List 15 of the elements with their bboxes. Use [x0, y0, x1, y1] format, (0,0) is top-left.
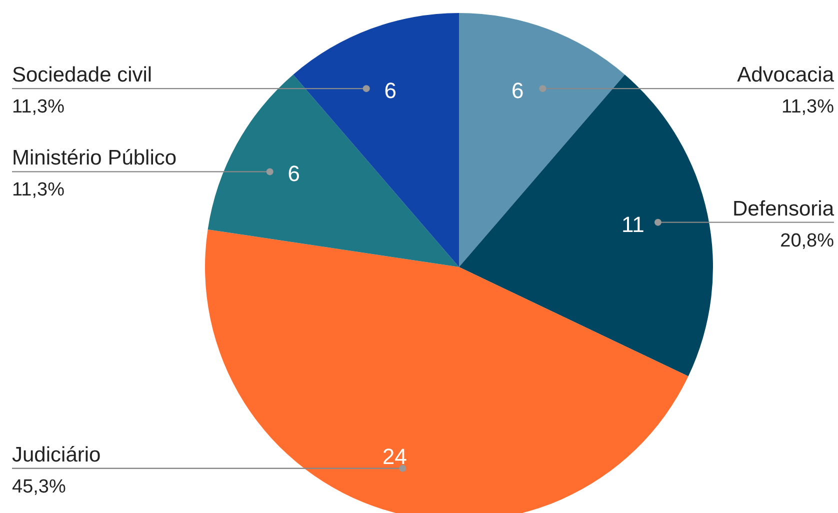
data-label: 6	[288, 161, 300, 186]
data-label: 6	[512, 78, 524, 104]
data-label: 11	[622, 212, 644, 237]
text: 11,3%	[12, 180, 65, 201]
slice-label: Advocacia	[737, 64, 834, 87]
slice-label: Defensoria	[732, 197, 834, 220]
slice-label: Ministério Público	[12, 146, 177, 170]
text: 11,3%	[12, 96, 65, 118]
data-label: 24	[382, 444, 407, 469]
text: 20,8%	[780, 230, 834, 252]
text: 11,3%	[782, 96, 834, 118]
slice-label: Sociedade civil	[12, 64, 152, 87]
text: 45,3%	[12, 476, 66, 498]
slice-label: Judiciário	[12, 443, 101, 466]
data-label: 6	[384, 78, 396, 104]
